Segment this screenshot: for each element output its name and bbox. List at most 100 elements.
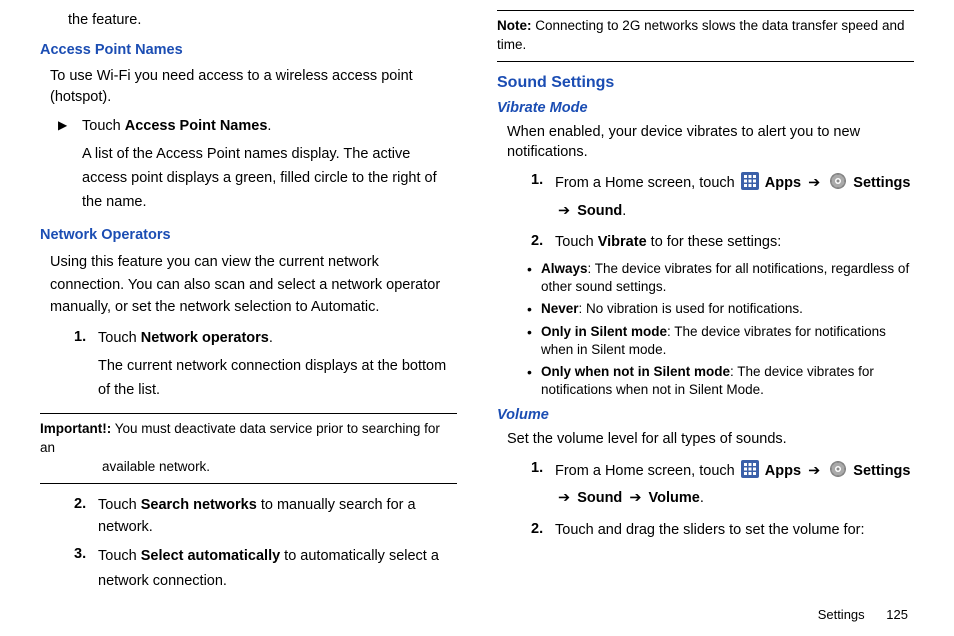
- bold-text: Network operators: [141, 330, 269, 346]
- text: to for these settings:: [647, 234, 782, 250]
- volume-step-2: 2. Touch and drag the sliders to set the…: [531, 519, 914, 541]
- footer-section: Settings: [818, 607, 865, 622]
- sound-label: Sound: [577, 203, 622, 219]
- bullet-body: Only in Silent mode: The device vibrates…: [541, 323, 914, 359]
- text: Touch: [98, 548, 141, 564]
- note-body: Connecting to 2G networks slows the data…: [497, 18, 904, 52]
- apps-icon: [741, 460, 759, 478]
- settings-label: Settings: [853, 175, 910, 191]
- step-body: Touch Search networks to manually search…: [98, 494, 457, 539]
- bullet-label: Only when not in Silent mode: [541, 364, 730, 379]
- bullet-label: Only in Silent mode: [541, 324, 667, 339]
- bold-text: Search networks: [141, 497, 257, 513]
- volume-step-1: 1. From a Home screen, touch Apps ➔ Sett…: [531, 458, 914, 513]
- bullet-text: : No vibration is used for notifications…: [579, 301, 803, 316]
- bullet-item: •Always: The device vibrates for all not…: [527, 260, 914, 296]
- apn-step-1-body: Touch Access Point Names.: [82, 115, 457, 137]
- text: Touch: [98, 330, 141, 346]
- arrow-icon: ➔: [808, 175, 820, 191]
- note-label: Important!:: [40, 421, 111, 436]
- apn-intro: To use Wi-Fi you need access to a wirele…: [50, 66, 457, 107]
- important-note-box: Important!: You must deactivate data ser…: [40, 413, 457, 484]
- vibrate-step-1: 1. From a Home screen, touch Apps ➔ Sett…: [531, 170, 914, 225]
- step-number: 3.: [74, 544, 98, 564]
- step-body: Touch Vibrate to for these settings:: [555, 231, 914, 253]
- bullet-item: •Only in Silent mode: The device vibrate…: [527, 323, 914, 359]
- heading-volume: Volume: [497, 407, 914, 423]
- period: .: [622, 203, 626, 219]
- bullet-body: Only when not in Silent mode: The device…: [541, 363, 914, 399]
- step-body: Touch and drag the sliders to set the vo…: [555, 519, 914, 541]
- apn-step-1-sub: A list of the Access Point names display…: [82, 143, 457, 215]
- text: Touch: [555, 234, 598, 250]
- settings-label: Settings: [853, 463, 910, 479]
- heading-network-operators: Network Operators: [40, 227, 457, 243]
- bullet-dot-icon: •: [527, 323, 541, 341]
- netop-step-1-sub: The current network connection displays …: [98, 355, 457, 403]
- gear-icon: [829, 172, 847, 190]
- text: .: [269, 330, 273, 346]
- bullet-body: Never: No vibration is used for notifica…: [541, 300, 914, 318]
- netop-intro: Using this feature you can view the curr…: [50, 251, 457, 318]
- important-note-text: Important!: You must deactivate data ser…: [40, 420, 457, 477]
- gear-icon: [829, 460, 847, 478]
- continuation-text: the feature.: [68, 10, 457, 30]
- bold-text: Select automatically: [141, 548, 280, 564]
- bullet-dot-icon: •: [527, 300, 541, 318]
- step-body: From a Home screen, touch Apps ➔ Setting…: [555, 170, 914, 225]
- bullet-text: : The device vibrates for all notificati…: [541, 261, 909, 294]
- apps-icon: [741, 172, 759, 190]
- sound-label: Sound: [577, 490, 622, 506]
- note-box: Note: Connecting to 2G networks slows th…: [497, 10, 914, 62]
- vibrate-bullets: •Always: The device vibrates for all not…: [497, 260, 914, 400]
- page-content: the feature. Access Point Names To use W…: [0, 0, 954, 600]
- vibrate-step-2: 2. Touch Vibrate to for these settings:: [531, 231, 914, 253]
- step-number: 1.: [531, 458, 555, 478]
- bullet-item: •Never: No vibration is used for notific…: [527, 300, 914, 318]
- page-number: 125: [886, 607, 908, 622]
- step-number: 1.: [531, 170, 555, 190]
- volume-label: Volume: [649, 490, 700, 506]
- apn-step-1: ▶ Touch Access Point Names.: [58, 115, 457, 137]
- arrow-icon: ➔: [558, 490, 570, 506]
- heading-apn: Access Point Names: [40, 42, 457, 58]
- triangle-marker-icon: ▶: [58, 115, 82, 134]
- heading-vibrate-mode: Vibrate Mode: [497, 100, 914, 116]
- bullet-body: Always: The device vibrates for all noti…: [541, 260, 914, 296]
- bullet-label: Never: [541, 301, 579, 316]
- right-column: Note: Connecting to 2G networks slows th…: [497, 10, 914, 600]
- bullet-dot-icon: •: [527, 363, 541, 381]
- text: From a Home screen, touch: [555, 175, 739, 191]
- text: Touch: [82, 118, 125, 134]
- bullet-item: •Only when not in Silent mode: The devic…: [527, 363, 914, 399]
- vibrate-intro: When enabled, your device vibrates to al…: [507, 122, 914, 163]
- period: .: [700, 490, 704, 506]
- text: .: [267, 118, 271, 134]
- arrow-icon: ➔: [808, 463, 820, 479]
- bold-text: Vibrate: [598, 234, 647, 250]
- netop-step-3: 3. Touch Select automatically to automat…: [74, 544, 457, 593]
- page-footer: Settings 125: [818, 607, 908, 622]
- apps-label: Apps: [765, 175, 801, 191]
- arrow-icon: ➔: [558, 203, 570, 219]
- netop-step-1: 1. Touch Network operators.: [74, 327, 457, 349]
- step-number: 1.: [74, 327, 98, 347]
- apps-label: Apps: [765, 463, 801, 479]
- step-number: 2.: [531, 231, 555, 251]
- step-number: 2.: [74, 494, 98, 514]
- note-text: Note: Connecting to 2G networks slows th…: [497, 17, 914, 55]
- note-label: Note:: [497, 18, 532, 33]
- heading-sound-settings: Sound Settings: [497, 74, 914, 92]
- bullet-label: Always: [541, 261, 588, 276]
- arrow-icon: ➔: [629, 490, 641, 506]
- bullet-dot-icon: •: [527, 260, 541, 278]
- text: Touch: [98, 497, 141, 513]
- step-number: 2.: [531, 519, 555, 539]
- left-column: the feature. Access Point Names To use W…: [40, 10, 457, 600]
- netop-step-2: 2. Touch Search networks to manually sea…: [74, 494, 457, 539]
- step-body: Touch Select automatically to automatica…: [98, 544, 457, 593]
- text: From a Home screen, touch: [555, 463, 739, 479]
- step-body: From a Home screen, touch Apps ➔ Setting…: [555, 458, 914, 513]
- volume-intro: Set the volume level for all types of so…: [507, 429, 914, 449]
- step-body: Touch Network operators.: [98, 327, 457, 349]
